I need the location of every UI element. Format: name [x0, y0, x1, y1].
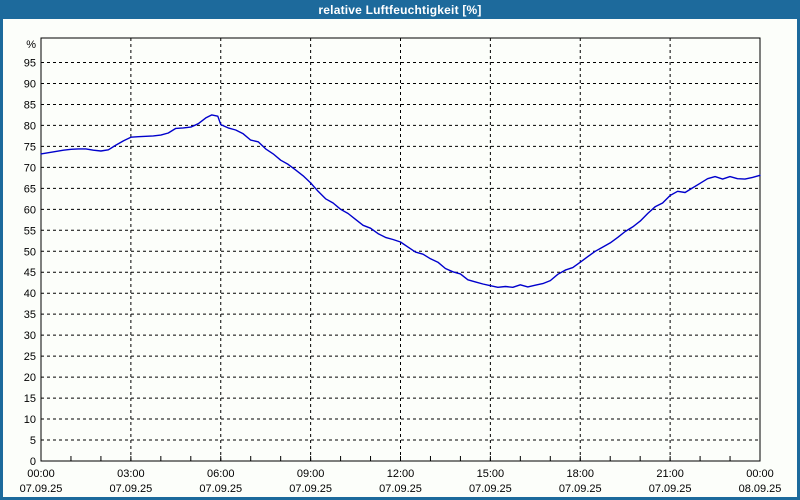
x-time-label: 12:00 — [387, 468, 415, 480]
y-tick-label: 0 — [30, 456, 36, 468]
x-date-label: 07.09.25 — [199, 483, 242, 495]
x-time-label: 15:00 — [477, 468, 505, 480]
x-time-label: 06:00 — [207, 468, 235, 480]
x-time-label: 00:00 — [746, 468, 774, 480]
y-tick-label: 25 — [24, 351, 36, 363]
y-tick-label: 35 — [24, 309, 36, 321]
x-date-label: 07.09.25 — [289, 483, 332, 495]
y-tick-label: 50 — [24, 246, 36, 258]
x-date-label: 07.09.25 — [469, 483, 512, 495]
y-tick-label: 85 — [24, 99, 36, 111]
x-time-label: 18:00 — [566, 468, 594, 480]
x-date-label: 08.09.25 — [739, 483, 782, 495]
humidity-series-line — [40, 114, 761, 288]
y-tick-label: 20 — [24, 372, 36, 384]
y-tick-label: 15 — [24, 393, 36, 405]
y-tick-label: 55 — [24, 225, 36, 237]
y-tick-label: 45 — [24, 267, 36, 279]
x-date-label: 07.09.25 — [559, 483, 602, 495]
chart-title: relative Luftfeuchtigkeit [%] — [318, 2, 482, 17]
x-time-label: 03:00 — [117, 468, 145, 480]
x-time-label: 00:00 — [27, 468, 55, 480]
chart-container: 0 5 10 15 20 25 30 35 40 45 50 55 60 65 70 75 80 85 90 95% 0… — [3, 19, 797, 497]
title-bar: relative Luftfeuchtigkeit [%] — [0, 0, 800, 19]
y-tick-label: 80 — [24, 120, 36, 132]
x-date-label: 07.09.25 — [649, 483, 692, 495]
y-tick-label: 65 — [24, 183, 36, 195]
y-tick-label: 75 — [24, 141, 36, 153]
y-tick-label: 70 — [24, 162, 36, 174]
y-tick-label: 30 — [24, 330, 36, 342]
y-tick-label: 5 — [30, 435, 36, 447]
y-axis-unit-label: % — [26, 39, 36, 51]
x-date-label: 07.09.25 — [20, 483, 63, 495]
x-time-label: 09:00 — [297, 468, 325, 480]
humidity-line-chart: 0 5 10 15 20 25 30 35 40 45 50 55 60 65 70 75 80 85 90 95% 0… — [20, 37, 782, 495]
y-tick-label: 60 — [24, 204, 36, 216]
x-date-label: 07.09.25 — [109, 483, 152, 495]
y-tick-label: 40 — [24, 288, 36, 300]
y-tick-label: 90 — [24, 78, 36, 90]
y-tick-label: 10 — [24, 414, 36, 426]
x-date-label: 07.09.25 — [379, 483, 422, 495]
x-time-label: 21:00 — [656, 468, 684, 480]
y-tick-label: 95 — [24, 58, 36, 70]
